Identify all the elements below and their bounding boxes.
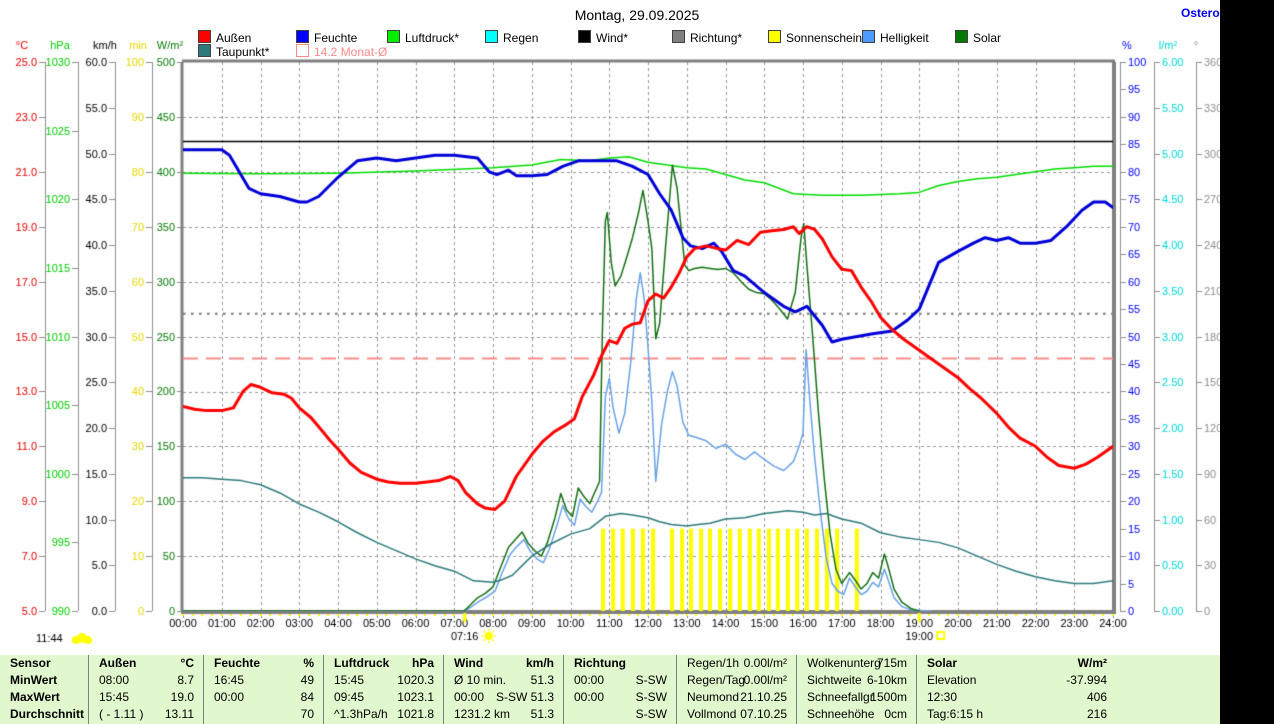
stats-cell: 09:45 1023.1 [334, 690, 434, 704]
legend-label: Sonnenschein [786, 31, 863, 45]
stats-cell: Feuchte% [214, 656, 314, 670]
page-title: Montag, 29.09.2025 [574, 7, 700, 23]
legend-label: Helligkeit [880, 31, 929, 45]
legend-label: Außen [216, 31, 252, 45]
stats-column-richtung: Richtung 00:00 S-SW 00:00 S-SW S-SW [563, 655, 677, 724]
stats-cell: Wind km/h [454, 656, 554, 670]
stats-cell: Vollmond 07.10.25 [687, 707, 787, 721]
legend-item-sonnenschein: Sonnenschein [768, 30, 863, 45]
stats-cell: 00:00 84 [214, 690, 314, 704]
stats-cell: Außen °C [99, 656, 194, 670]
stats-cell: Schneehöhe 0cm [807, 707, 907, 721]
stats-column-wolken-schnee: Wolkenunterg 715m Sichtweite 6-10km Schneefa… [796, 655, 917, 724]
stats-cell: Ø 10 min. 51.3 [454, 673, 554, 687]
stats-column-feuchte: Feuchte% 16:45 49 00:00 84 70 [203, 655, 324, 724]
legend-label: Feuchte [314, 31, 358, 45]
legend-swatch-icon [198, 30, 211, 43]
legend-label: Luftdruck* [405, 31, 460, 45]
stats-cell: ( - 1.11 ) 13.11 [99, 707, 194, 721]
stats-column-regen-mond: Regen/1h 0.00l/m² Regen/Tag 0.00l/m² Neumond… [676, 655, 797, 724]
legend-swatch-icon [672, 30, 685, 43]
station-name: Osteroc [1181, 6, 1220, 20]
stats-cell [1116, 706, 1220, 723]
stats-cell: Tag:6:15 h 216 [927, 707, 1107, 721]
stats-cell: 00:00 S-SW [574, 673, 667, 687]
legend-swatch-icon [198, 44, 211, 57]
legend-swatch-icon [485, 30, 498, 43]
legend-swatch-icon [768, 30, 781, 43]
legend-label: Richtung* [690, 31, 743, 45]
legend-label: Solar [973, 31, 1002, 45]
legend-item-richtung-: Richtung* [672, 30, 743, 45]
stats-column-aussen: Außen °C 08:00 8.7 15:45 19.0 ( - 1.11 ) 13.11 [88, 655, 204, 724]
stats-cell: 08:00 8.7 [99, 673, 194, 687]
stats-cell: Regen/1h 0.00l/m² [687, 656, 787, 670]
stats-cell: Wolkenunterg 715m [807, 656, 907, 670]
legend-item-helligkeit: Helligkeit [862, 30, 929, 45]
stats-cell: 16:45 49 [214, 673, 314, 687]
legend-swatch-icon [862, 30, 875, 43]
legend-swatch-icon [578, 30, 591, 43]
stats-cell: S-SW [635, 707, 667, 721]
legend-item-taupunkt-: Taupunkt* [198, 44, 270, 59]
stats-cell: 00:00 S-SW 51.3 [454, 690, 554, 704]
stats-column-wind: Wind km/h Ø 10 min. 51.3 00:00 S-SW 51.3 1231.… [443, 655, 564, 724]
stats-cell: Durchschnitt [10, 707, 85, 721]
stats-cell: Solar W/m² [927, 656, 1107, 670]
legend-item-solar: Solar [955, 30, 1002, 45]
stats-cell [1116, 655, 1220, 672]
legend-swatch-icon [955, 30, 968, 43]
legend-item-14-2-monat-: 14.2 Monat-Ø [296, 44, 388, 59]
stats-cell: 15:45 19.0 [99, 690, 194, 704]
stats-cell: Schneefallgr 1500m [807, 690, 907, 704]
stats-cell: Regen/Tag 0.00l/m² [687, 673, 787, 687]
legend-label: Taupunkt* [216, 45, 270, 59]
stats-cell [1116, 689, 1220, 706]
legend-item-regen: Regen [485, 30, 539, 45]
stats-column-solar: Solar W/m² Elevation -37.994 12:30 406 Tag:6:1… [916, 655, 1117, 724]
stats-cell: Sensor [10, 656, 51, 670]
stats-column-filler [1116, 655, 1220, 724]
legend-swatch-icon [296, 44, 309, 57]
stats-cell: MinWert [10, 673, 58, 687]
legend-item-luftdruck-: Luftdruck* [387, 30, 460, 45]
stats-column-sensor: Sensor MinWert MaxWert Durchschnitt [0, 655, 88, 724]
legend-label: Wind* [596, 31, 629, 45]
stats-cell: 12:30 406 [927, 690, 1107, 704]
stats-cell: Neumond 21.10.25 [687, 690, 787, 704]
stats-cell: 70 [300, 707, 314, 721]
legend-item-feuchte: Feuchte [296, 30, 358, 45]
stats-cell: 1231.2 km 51.3 [454, 707, 554, 721]
legend-label: Regen [503, 31, 539, 45]
legend-label: 14.2 Monat-Ø [314, 45, 388, 59]
clipped-screen-area [1220, 0, 1274, 724]
stats-cell: 00:00 S-SW [574, 690, 667, 704]
stats-column-luftdruck: Luftdruck hPa 15:45 1020.3 09:45 1023.1 ^1.3hP… [323, 655, 444, 724]
stats-cell: MaxWert [10, 690, 60, 704]
stats-cell: Elevation -37.994 [927, 673, 1107, 687]
weather-day-chart [0, 0, 1274, 655]
legend-swatch-icon [296, 30, 309, 43]
stats-table: Sensor MinWert MaxWert Durchschnitt Außen °C 0… [0, 655, 1220, 724]
stats-cell: 15:45 1020.3 [334, 673, 434, 687]
stats-cell: Sichtweite 6-10km [807, 673, 907, 687]
stats-cell: Luftdruck hPa [334, 656, 434, 670]
stats-cell: Richtung [574, 656, 626, 670]
stats-cell: ^1.3hPa/h 1021.8 [334, 707, 434, 721]
legend-swatch-icon [387, 30, 400, 43]
stats-cell [1116, 672, 1220, 689]
legend-item-au-en: Außen [198, 30, 252, 45]
legend-item-wind-: Wind* [578, 30, 629, 45]
